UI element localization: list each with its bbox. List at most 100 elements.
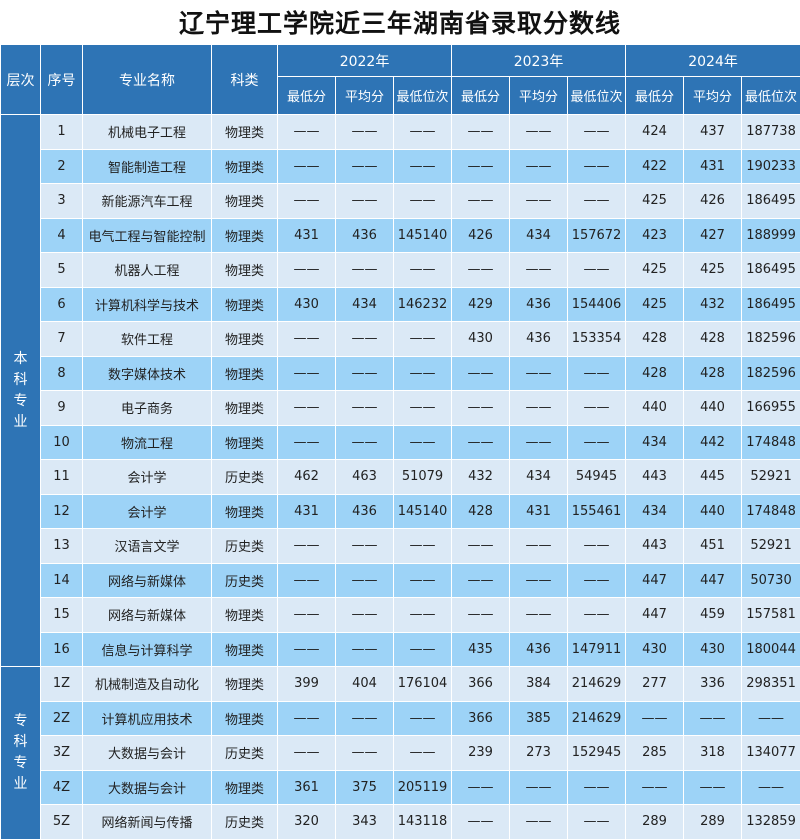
avg-score-cell: —— xyxy=(336,701,394,736)
min-score-cell: 447 xyxy=(626,563,684,598)
min-rank-cell: —— xyxy=(394,253,452,288)
avg-score-cell: 434 xyxy=(510,460,568,495)
seq-cell: 3 xyxy=(41,184,83,219)
min-score-cell: 430 xyxy=(452,322,510,357)
avg-score-cell: 404 xyxy=(336,667,394,702)
min-score-cell: —— xyxy=(452,391,510,426)
min-score-cell: 422 xyxy=(626,149,684,184)
seq-cell: 1 xyxy=(41,115,83,150)
avg-score-cell: —— xyxy=(336,391,394,426)
min-rank-cell: 180044 xyxy=(742,632,800,667)
major-cell: 大数据与会计 xyxy=(83,736,212,771)
avg-score-cell: —— xyxy=(684,701,742,736)
min-rank-cell: 154406 xyxy=(568,287,626,322)
min-rank-cell: —— xyxy=(394,736,452,771)
avg-score-cell: 434 xyxy=(510,218,568,253)
subject-cell: 物理类 xyxy=(212,425,278,460)
avg-score-cell: 432 xyxy=(684,287,742,322)
level-cell: 本科专业 xyxy=(1,115,41,667)
subject-cell: 物理类 xyxy=(212,115,278,150)
min-score-cell: 431 xyxy=(278,218,336,253)
avg-score-cell: —— xyxy=(510,805,568,840)
seq-cell: 2Z xyxy=(41,701,83,736)
min-score-cell: —— xyxy=(452,529,510,564)
major-cell: 汉语言文学 xyxy=(83,529,212,564)
min-rank-cell: —— xyxy=(394,391,452,426)
subject-cell: 历史类 xyxy=(212,805,278,840)
avg-score-cell: 436 xyxy=(336,494,394,529)
header-year-2023: 2023年 xyxy=(452,45,626,77)
avg-score-cell: 375 xyxy=(336,770,394,805)
avg-score-cell: —— xyxy=(336,115,394,150)
min-rank-cell: 145140 xyxy=(394,494,452,529)
min-rank-cell: 54945 xyxy=(568,460,626,495)
min-score-cell: —— xyxy=(626,701,684,736)
subject-cell: 物理类 xyxy=(212,494,278,529)
min-rank-cell: —— xyxy=(742,701,800,736)
major-cell: 物流工程 xyxy=(83,425,212,460)
major-cell: 智能制造工程 xyxy=(83,149,212,184)
min-rank-cell: —— xyxy=(394,563,452,598)
seq-cell: 12 xyxy=(41,494,83,529)
level-char: 业 xyxy=(1,412,40,433)
level-char: 专 xyxy=(1,391,40,412)
avg-score-cell: —— xyxy=(510,529,568,564)
min-rank-cell: 186495 xyxy=(742,253,800,288)
level-char: 科 xyxy=(1,370,40,391)
min-rank-cell: —— xyxy=(394,598,452,633)
subject-cell: 物理类 xyxy=(212,770,278,805)
min-rank-cell: —— xyxy=(568,115,626,150)
min-score-cell: 425 xyxy=(626,184,684,219)
header-year-2024: 2024年 xyxy=(626,45,800,77)
min-score-cell: —— xyxy=(452,805,510,840)
header-min-score: 最低分 xyxy=(452,77,510,115)
major-cell: 机器人工程 xyxy=(83,253,212,288)
min-score-cell: —— xyxy=(278,736,336,771)
min-rank-cell: —— xyxy=(394,356,452,391)
subject-cell: 物理类 xyxy=(212,632,278,667)
min-score-cell: 434 xyxy=(626,494,684,529)
subject-cell: 物理类 xyxy=(212,287,278,322)
min-score-cell: —— xyxy=(278,701,336,736)
min-score-cell: 277 xyxy=(626,667,684,702)
min-score-cell: 426 xyxy=(452,218,510,253)
header-year-2022: 2022年 xyxy=(278,45,452,77)
min-rank-cell: 176104 xyxy=(394,667,452,702)
header-avg-score: 平均分 xyxy=(510,77,568,115)
avg-score-cell: 436 xyxy=(510,632,568,667)
min-score-cell: 425 xyxy=(626,253,684,288)
min-rank-cell: —— xyxy=(394,632,452,667)
min-rank-cell: —— xyxy=(568,425,626,460)
avg-score-cell: —— xyxy=(336,598,394,633)
min-rank-cell: 143118 xyxy=(394,805,452,840)
min-rank-cell: 152945 xyxy=(568,736,626,771)
subject-cell: 物理类 xyxy=(212,253,278,288)
min-rank-cell: —— xyxy=(394,701,452,736)
min-score-cell: 366 xyxy=(452,667,510,702)
min-score-cell: —— xyxy=(452,770,510,805)
min-score-cell: —— xyxy=(452,115,510,150)
min-rank-cell: 182596 xyxy=(742,356,800,391)
min-rank-cell: 52921 xyxy=(742,529,800,564)
avg-score-cell: 451 xyxy=(684,529,742,564)
seq-cell: 8 xyxy=(41,356,83,391)
avg-score-cell: 343 xyxy=(336,805,394,840)
avg-score-cell: 440 xyxy=(684,494,742,529)
major-cell: 软件工程 xyxy=(83,322,212,357)
min-score-cell: —— xyxy=(278,253,336,288)
major-cell: 网络与新媒体 xyxy=(83,563,212,598)
avg-score-cell: 463 xyxy=(336,460,394,495)
avg-score-cell: 447 xyxy=(684,563,742,598)
avg-score-cell: 436 xyxy=(510,322,568,357)
seq-cell: 6 xyxy=(41,287,83,322)
